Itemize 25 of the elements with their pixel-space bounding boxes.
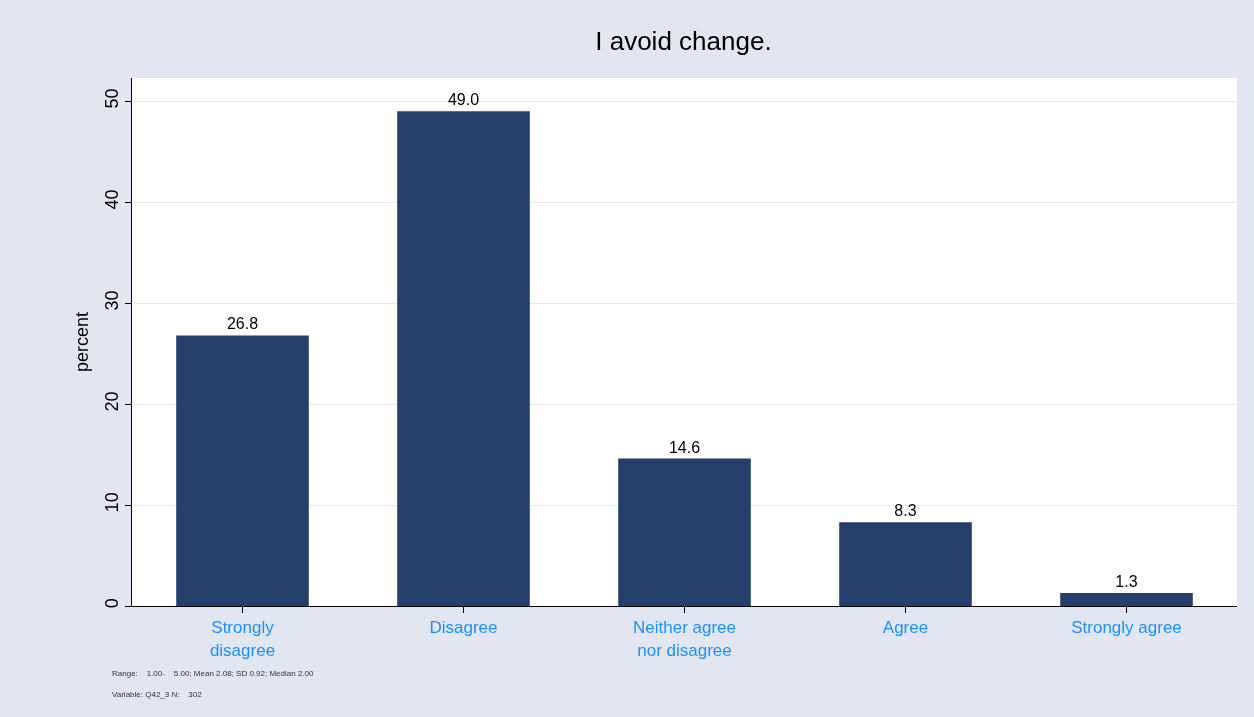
y-tick-label: 0 xyxy=(101,598,122,609)
data-label: 8.3 xyxy=(894,502,917,520)
bar xyxy=(397,111,530,606)
bar xyxy=(176,335,309,606)
x-tick-label: Strongly disagree xyxy=(209,618,276,660)
y-tick-label: 20 xyxy=(101,391,122,412)
text: Variable: Q42_3 N: 302 xyxy=(112,690,203,699)
y-axis-title: percent xyxy=(72,311,92,373)
data-label: 49.0 xyxy=(447,91,480,109)
data-label: 1.3 xyxy=(1115,572,1138,590)
x-tick-label: Disagree xyxy=(429,618,498,638)
y-tick-label: 40 xyxy=(101,189,122,210)
x-tick-label: Neither agree nor disagree xyxy=(632,618,737,660)
data-label: 14.6 xyxy=(668,438,701,456)
bar xyxy=(1060,592,1193,606)
y-tick-label: 10 xyxy=(101,492,122,513)
y-tick-label: 30 xyxy=(101,290,122,311)
chart-title: I avoid change. xyxy=(595,26,772,57)
y-tick-label: 50 xyxy=(101,88,122,109)
bar xyxy=(618,458,751,606)
x-tick-label: Agree xyxy=(882,618,929,638)
x-tick-label: Strongly agree xyxy=(1071,618,1182,638)
text: Range: 1.00- 5.00; Mean 2.08; SD 0.92; Median 2.00 xyxy=(112,669,315,678)
data-label: 26.8 xyxy=(226,315,259,333)
bar xyxy=(839,522,972,606)
